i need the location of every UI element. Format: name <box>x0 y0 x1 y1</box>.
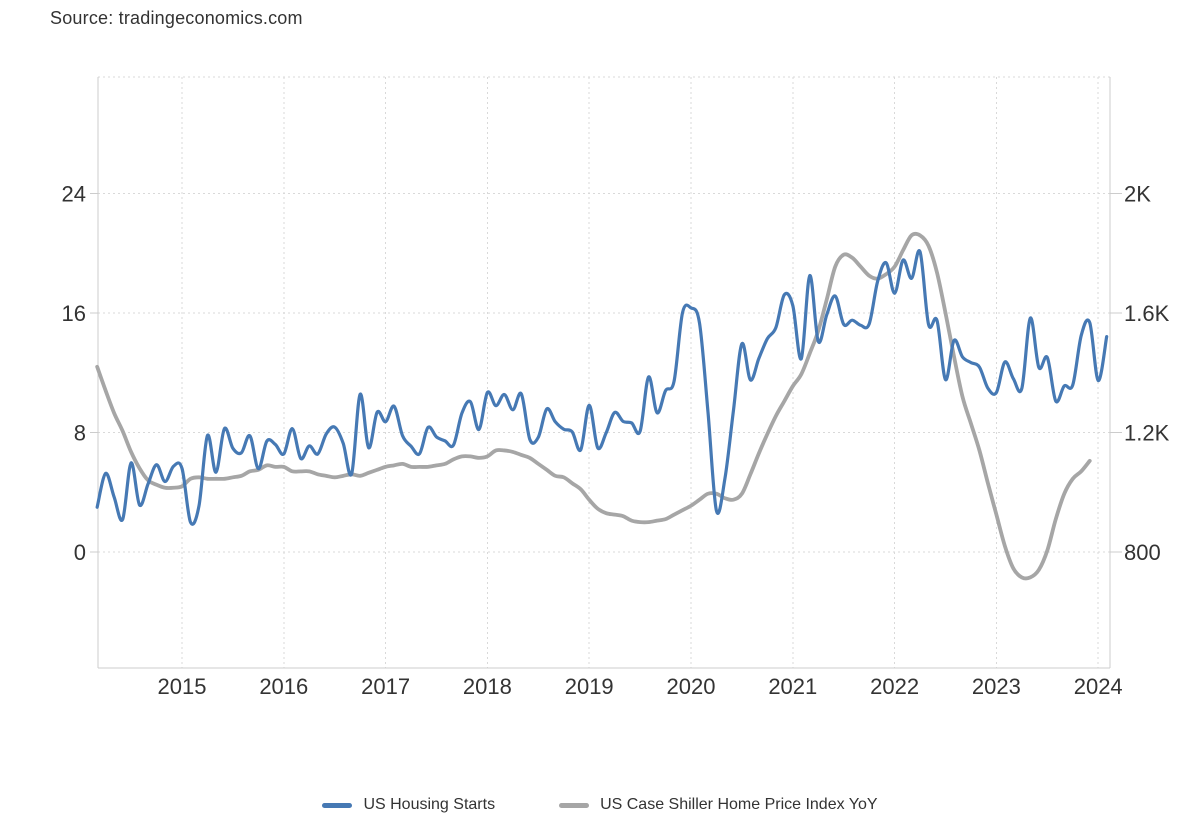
left-axis-label: 16 <box>62 301 86 326</box>
right-axis-label: 800 <box>1124 540 1161 565</box>
axis-labels: 2015 2016 2017 2018 2019 2020 2021 2022 2023 2024… <box>62 182 1170 700</box>
housing-starts-line <box>95 249 1109 526</box>
legend: US Housing Starts US Case Shiller Home P… <box>0 790 1200 820</box>
legend-item-housing-starts[interactable]: US Housing Starts <box>322 796 495 814</box>
x-axis-label: 2016 <box>259 674 308 699</box>
x-axis-label: 2018 <box>463 674 512 699</box>
legend-swatch-case-shiller-icon <box>559 802 590 808</box>
legend-item-case-shiller[interactable]: US Case Shiller Home Price Index YoY <box>559 796 878 814</box>
grid-lines <box>98 76 1110 668</box>
legend-swatch-housing-starts-icon <box>322 802 353 808</box>
series-lines <box>95 231 1109 581</box>
right-axis-label: 1.2K <box>1124 421 1170 446</box>
x-axis-label: 2021 <box>768 674 817 699</box>
left-axis-label: 24 <box>62 182 86 207</box>
legend-label-housing-starts: US Housing Starts <box>363 796 496 813</box>
x-axis-label: 2020 <box>667 674 716 699</box>
x-axis-label: 2023 <box>972 674 1021 699</box>
x-axis-label: 2019 <box>565 674 614 699</box>
source-label: Source: tradingeconomics.com <box>50 8 303 28</box>
x-axis-label: 2024 <box>1074 674 1123 699</box>
right-axis-label: 2K <box>1124 182 1151 207</box>
left-axis-label: 8 <box>74 421 86 446</box>
left-axis-label: 0 <box>74 540 86 565</box>
x-axis-label: 2015 <box>158 674 207 699</box>
right-axis-label: 1.6K <box>1124 301 1170 326</box>
legend-label-case-shiller: US Case Shiller Home Price Index YoY <box>600 796 878 813</box>
axis-lines <box>90 77 1122 669</box>
x-axis-label: 2017 <box>361 674 410 699</box>
case-shiller-line <box>95 231 1092 581</box>
chart-canvas[interactable]: 2015 2016 2017 2018 2019 2020 2021 2022 2023 2024… <box>0 0 1200 760</box>
x-axis-label: 2022 <box>870 674 919 699</box>
